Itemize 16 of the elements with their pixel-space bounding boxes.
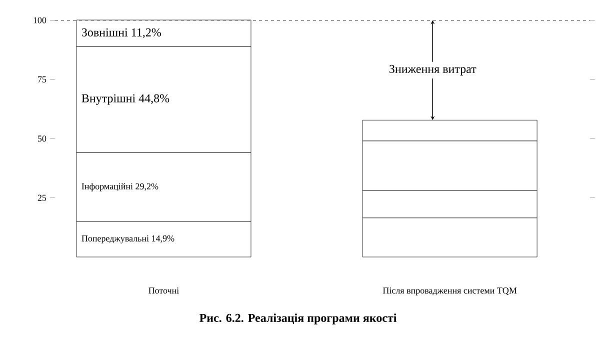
- text: Рис. 6.2. Реалізація програми якості: [200, 314, 397, 324]
- y-tick-label: 75: [38, 76, 46, 82]
- series-label: Інформаційні: [82, 183, 133, 192]
- series-label: Зовнішні: [82, 28, 128, 36]
- annotation: Зниження витрат: [390, 64, 476, 76]
- data-label: 11,2%: [132, 28, 161, 38]
- x-tick-label: Після впровадження системи TQM: [382, 288, 517, 296]
- x-tick-label: Поточні: [148, 288, 179, 294]
- data-label: 29,2%: [136, 183, 158, 191]
- data-label: 14,9%: [152, 235, 174, 243]
- data-label: 44,8%: [138, 94, 170, 104]
- y-tick-label: 50: [38, 136, 46, 142]
- y-tick-label: 100: [34, 17, 46, 24]
- series-label: Попереджувальні: [82, 235, 149, 244]
- y-tick-label: 25: [38, 194, 46, 201]
- series-label: Внутрішні: [82, 94, 136, 105]
